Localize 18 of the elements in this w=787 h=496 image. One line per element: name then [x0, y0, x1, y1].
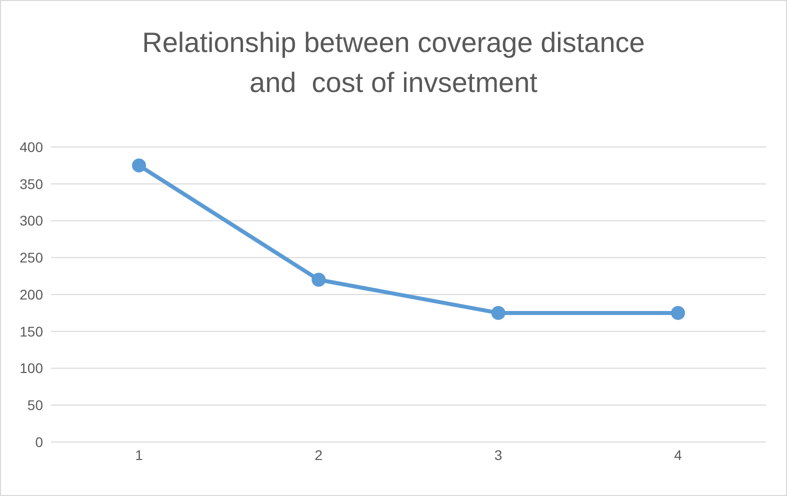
chart-title: Relationship between coverage distance and cost of invsetment: [141, 26, 646, 100]
x-tick-label: 2: [314, 446, 323, 463]
point: [312, 272, 326, 287]
x-tick-label: 4: [674, 446, 682, 463]
y-tick-label: 50: [27, 397, 44, 414]
y-tick-label: 350: [20, 176, 44, 192]
y-tick-label: 300: [20, 212, 44, 229]
y-tick-label: 0: [35, 434, 44, 450]
y-tick-label: 150: [20, 323, 44, 340]
x-tick-label: 1: [135, 446, 144, 463]
y-tick-label: 400: [20, 138, 44, 155]
x-tick-label: 3: [494, 446, 502, 463]
y-tick-label: 100: [20, 360, 44, 376]
point: [671, 306, 685, 320]
point: [132, 158, 146, 172]
y-tick-label: 250: [20, 250, 44, 266]
point: [491, 306, 506, 320]
y-tick-label: 200: [20, 286, 44, 302]
